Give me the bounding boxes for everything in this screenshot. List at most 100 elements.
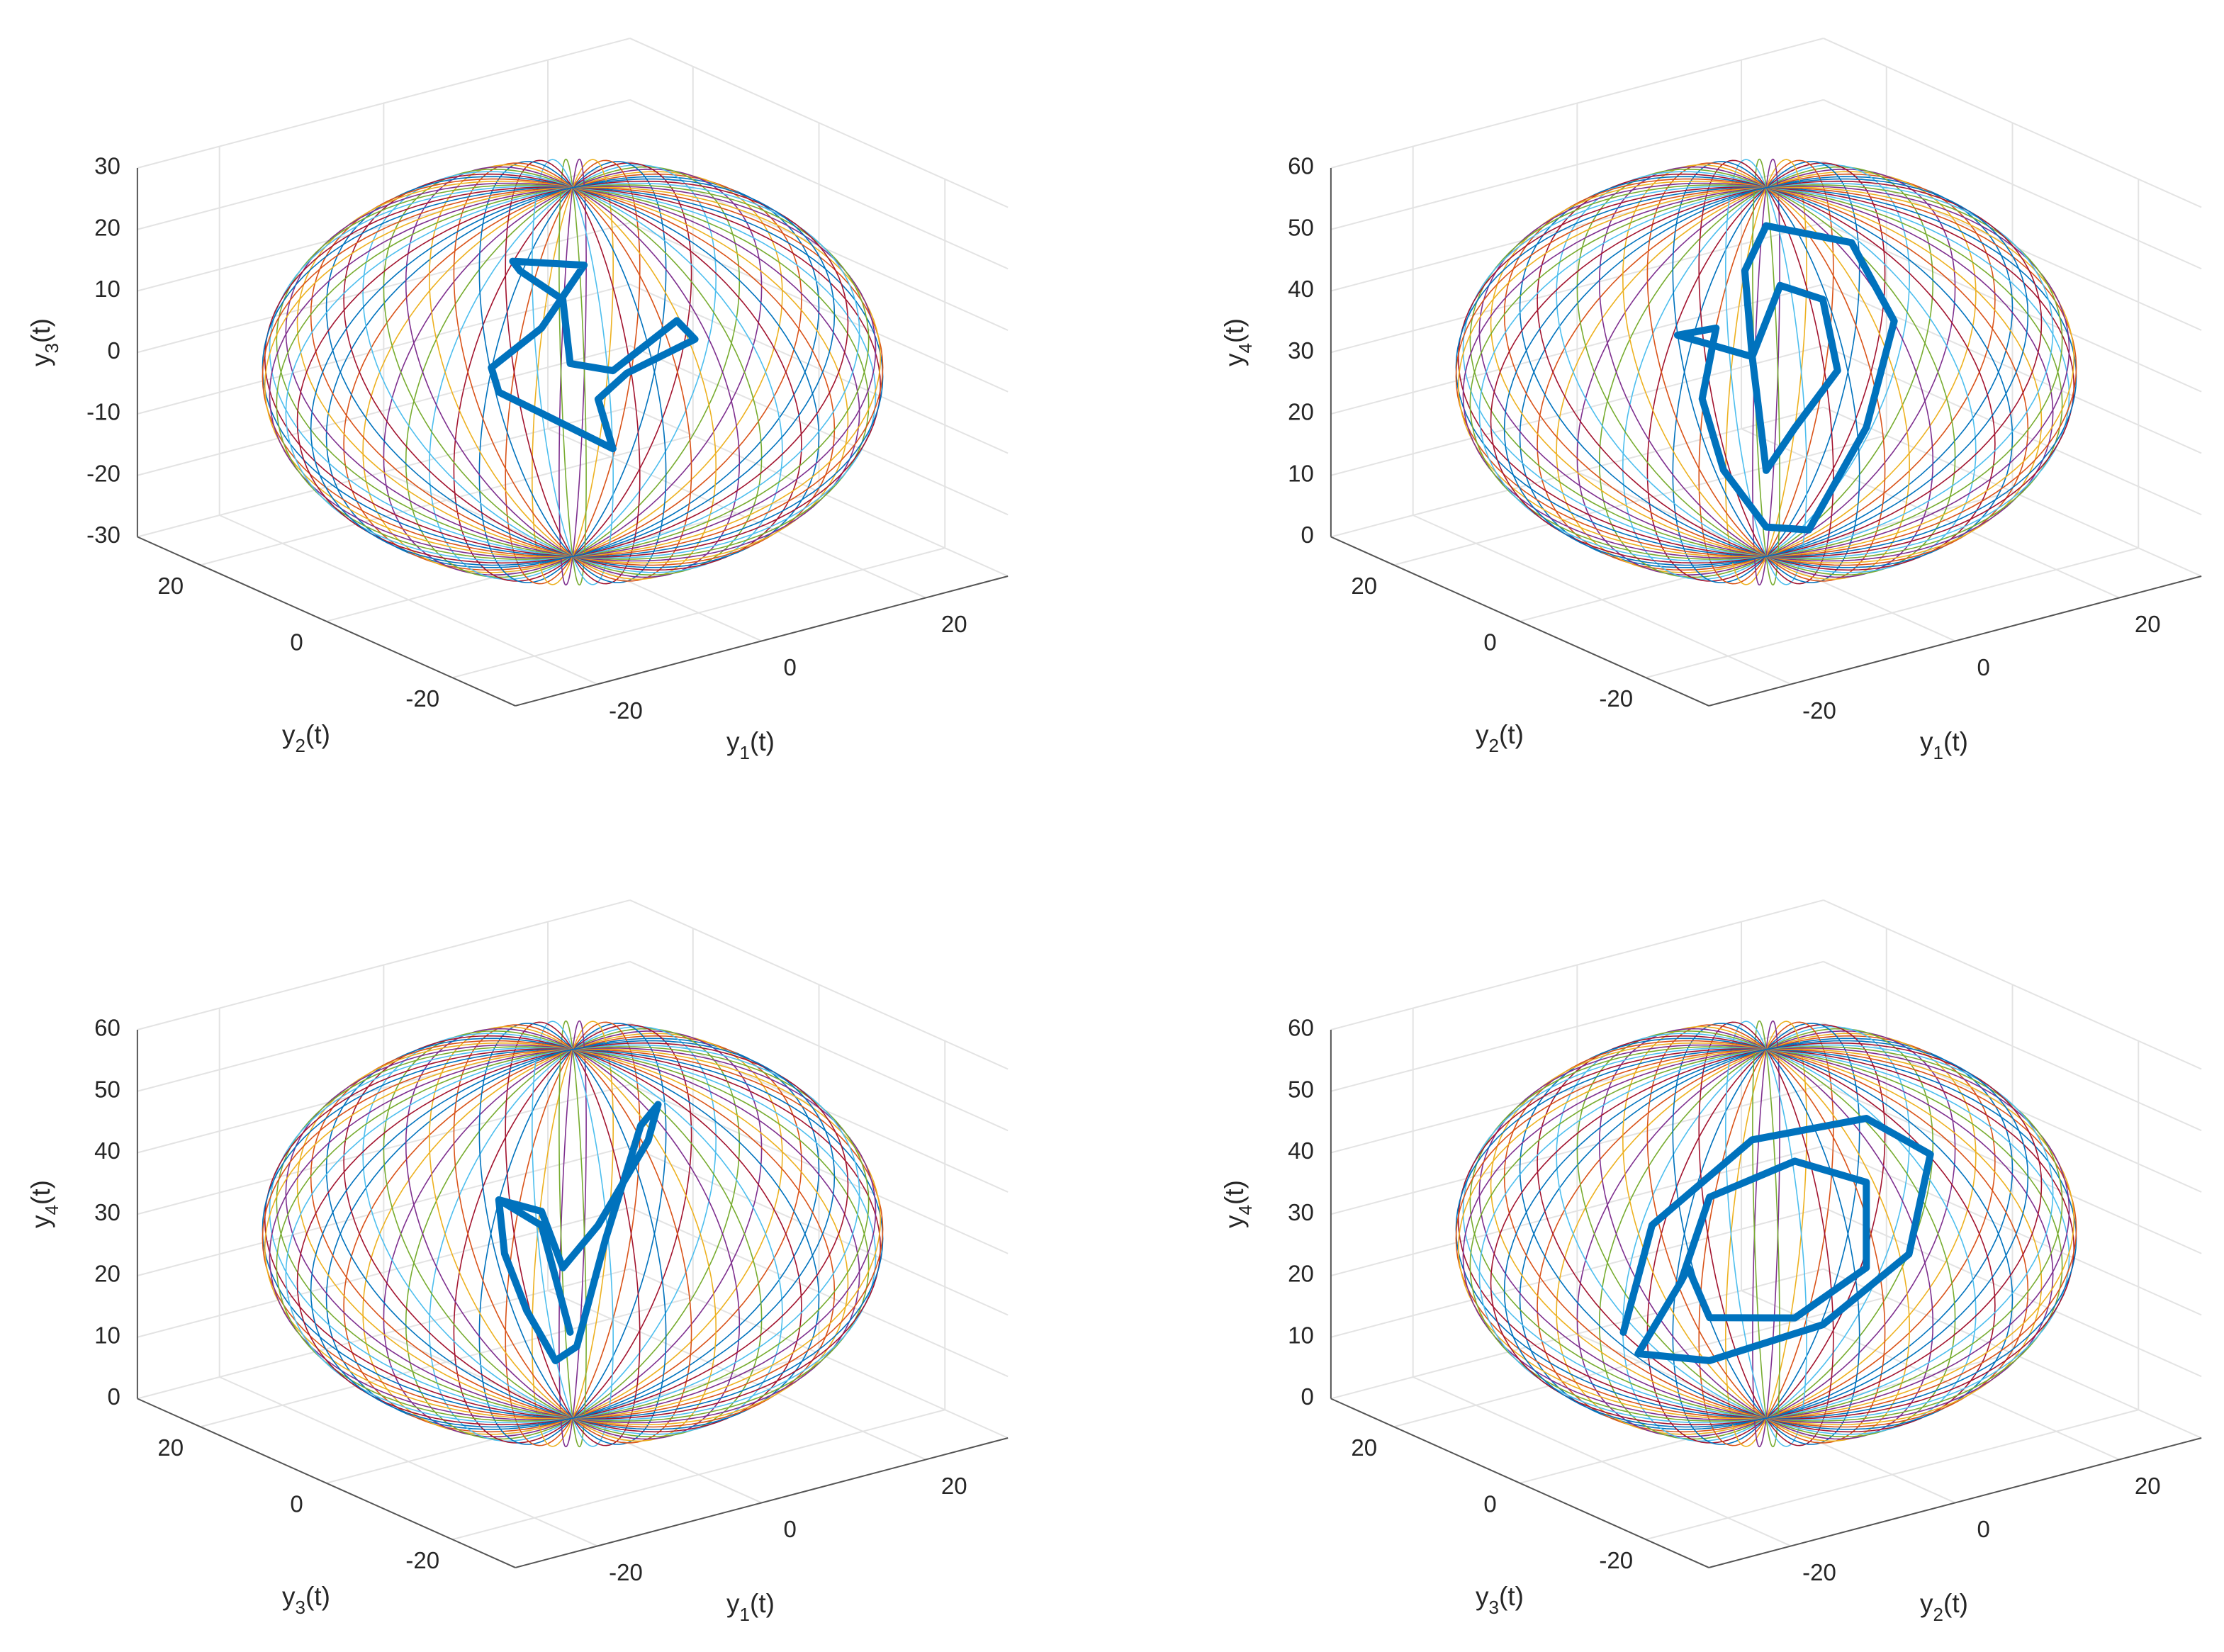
grid-line: [137, 38, 631, 169]
sphere-meridian: [558, 158, 587, 586]
x-axis-label: y2(t): [1920, 1589, 1968, 1625]
z-tick-label: 50: [1288, 214, 1314, 240]
grid-line: [1330, 99, 1824, 230]
grid-line: [629, 960, 1009, 1132]
sphere-meridian: [310, 1040, 836, 1428]
sphere-meridian: [1576, 1030, 1956, 1438]
grid-line: [1823, 960, 2202, 1132]
sphere-meridian: [383, 1030, 763, 1438]
x-axis-line: [1708, 1437, 2202, 1568]
z-tick-label: 0: [108, 337, 120, 364]
grid-line: [1646, 1409, 2139, 1541]
y-tick-label: 20: [1351, 1434, 1377, 1461]
y-axis-label: y2(t): [1476, 720, 1524, 756]
y-axis-line: [137, 536, 516, 707]
grid-line: [629, 38, 1009, 208]
x-axis-line: [515, 575, 1009, 707]
z-tick-label: 10: [1288, 1322, 1314, 1348]
grid-line: [137, 99, 631, 230]
sphere-meridian: [383, 168, 763, 576]
sphere-meridian: [362, 171, 783, 573]
y-axis-line: [1330, 1398, 1709, 1568]
sphere-meridian: [383, 1030, 763, 1438]
sphere-meridian: [1462, 1047, 2070, 1421]
sphere-meridian: [558, 1020, 587, 1448]
y-tick-label: -20: [405, 685, 439, 712]
z-tick-label: 50: [1288, 1076, 1314, 1102]
sphere-meridian: [428, 1026, 717, 1442]
grid-line: [200, 1296, 693, 1428]
z-tick-label: 0: [108, 1383, 120, 1410]
z-tick-label: 20: [1288, 399, 1314, 425]
grid-line: [1330, 899, 1824, 1030]
sphere-meridian: [1752, 1020, 1780, 1448]
grid-line: [1330, 1145, 1824, 1276]
z-tick-label: 30: [1288, 1199, 1314, 1225]
y-axis-line: [137, 1398, 516, 1568]
x-tick-label: 0: [783, 1516, 796, 1542]
sphere-meridian: [505, 159, 641, 585]
x-tick-label: -20: [1802, 1559, 1836, 1585]
grid-line: [452, 547, 945, 679]
sphere-meridian: [428, 164, 717, 580]
sphere-meridian: [558, 158, 587, 586]
z-tick-label: 20: [94, 1261, 120, 1287]
sphere-meridian: [558, 1020, 587, 1448]
sphere-meridian: [269, 185, 877, 559]
trajectory: [1619, 1115, 1934, 1364]
trajectory: [1673, 222, 1898, 534]
sphere-meridian: [1455, 187, 2077, 557]
y-tick-label: -20: [1599, 1547, 1633, 1573]
z-tick-label: 10: [94, 1322, 120, 1348]
x-tick-label: -20: [609, 697, 643, 724]
sphere-meridian: [269, 185, 877, 559]
sphere-meridian: [276, 184, 870, 560]
sphere-meridian: [1503, 178, 2029, 566]
sphere-meridian: [1724, 1021, 1808, 1447]
sphere-meridian: [505, 1021, 641, 1446]
z-tick-label: 10: [1288, 460, 1314, 486]
sphere-meridian: [362, 171, 783, 573]
z-tick-label: 60: [94, 1015, 120, 1041]
sphere-meridian: [428, 1026, 717, 1442]
z-tick-label: -20: [86, 460, 120, 486]
x-tick-label: 0: [783, 654, 796, 680]
x-axis-label: y1(t): [1920, 727, 1968, 763]
x-tick-label: 20: [941, 611, 967, 637]
sphere-meridian: [1462, 185, 2070, 559]
x-tick-label: 20: [2135, 611, 2161, 637]
grid-line: [137, 283, 631, 415]
grid-line: [629, 899, 1009, 1070]
grid-line: [1646, 547, 2139, 679]
grid-line: [200, 434, 693, 566]
y-axis-label: y2(t): [282, 720, 330, 756]
sphere-meridian: [262, 187, 884, 557]
grid-line: [1823, 99, 2202, 270]
sphere-meridian: [262, 187, 884, 557]
y-axis-line: [1330, 536, 1709, 707]
x-axis-line: [515, 1437, 1009, 1568]
y-axis-label: y3(t): [282, 1582, 330, 1618]
subplot: -20 0 20 -20 0 20 0 10 20 30 40 50 60 y1(t) y3(t) y4(t): [26, 899, 1009, 1625]
grid-line: [629, 99, 1009, 270]
y-tick-label: 20: [1351, 573, 1377, 599]
z-tick-label: 40: [94, 1137, 120, 1164]
sphere-meridian: [310, 178, 836, 566]
y-tick-label: 20: [157, 1434, 184, 1461]
z-axis-label: y3(t): [26, 318, 62, 366]
x-tick-label: 0: [1977, 1516, 1989, 1542]
grid-line: [1330, 1206, 1824, 1338]
grid-line: [1393, 1296, 1887, 1428]
subplot: -20 0 20 -20 0 20 0 10 20 30 40 50 60 y2(t) y3(t) y4(t): [1220, 899, 2202, 1625]
grid-line: [1823, 1145, 2202, 1316]
z-tick-label: 60: [1288, 1015, 1314, 1041]
y-tick-label: 0: [1483, 629, 1496, 655]
grid-line: [1330, 283, 1824, 415]
z-tick-label: 40: [1288, 276, 1314, 302]
y-tick-label: 0: [290, 1490, 303, 1517]
trajectory: [495, 1101, 662, 1364]
z-tick-label: 30: [94, 1199, 120, 1225]
z-tick-label: 20: [94, 214, 120, 240]
z-tick-label: 40: [1288, 1137, 1314, 1164]
